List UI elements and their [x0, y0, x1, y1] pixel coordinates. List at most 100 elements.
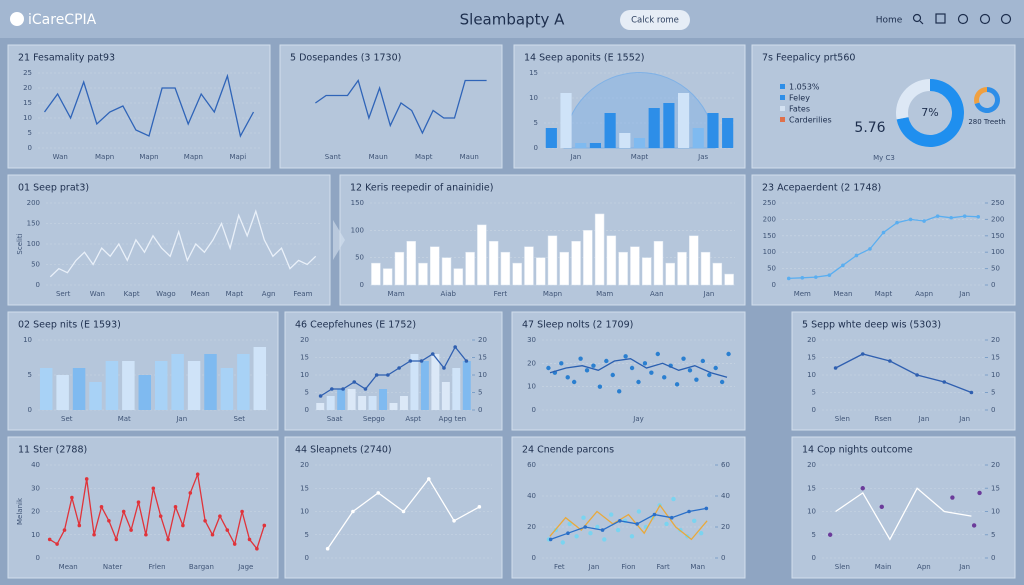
bar [583, 230, 593, 286]
button[interactable] [620, 10, 690, 30]
panel-bg [751, 174, 1016, 306]
point [62, 528, 67, 532]
nav-home[interactable]: Home [876, 16, 903, 26]
point [55, 542, 59, 546]
y2-tick-label: 20 [478, 336, 487, 344]
bar [653, 241, 664, 286]
bar [441, 382, 450, 410]
x-tick-label: Agn [262, 290, 276, 298]
bar [724, 273, 734, 286]
line [320, 345, 467, 397]
point [976, 214, 981, 219]
x-tick-label: Aan [650, 290, 664, 298]
y2-tick-label: 15 [991, 354, 1000, 362]
scatter-point [700, 358, 706, 364]
x-tick-label: Mapn [139, 153, 158, 161]
bar [677, 93, 690, 148]
y2-tick-label: 20 [721, 523, 730, 531]
y-tick-label: 10 [300, 508, 309, 516]
alert-icon[interactable] [957, 13, 969, 25]
bar [453, 268, 464, 286]
scatter-point [591, 363, 596, 368]
app-title: Sleambapty A [460, 11, 565, 29]
panel-bg [511, 436, 746, 579]
y-tick-label: 10 [527, 383, 536, 391]
point [210, 532, 215, 537]
y-tick-label: 20 [807, 461, 816, 469]
point [84, 477, 89, 481]
point [635, 522, 639, 526]
panel-bg [284, 436, 503, 579]
panel-title: 01 Seep prat3) [18, 183, 89, 194]
bar [700, 251, 711, 286]
scatter-point [879, 504, 884, 510]
bar [138, 375, 152, 410]
y-tick-label: 0 [305, 406, 309, 414]
point [151, 486, 156, 491]
scatter-point [649, 370, 654, 375]
scatter-point [565, 375, 570, 380]
user-icon[interactable] [979, 13, 991, 25]
scatter-point [950, 495, 955, 500]
y-tick-label: 15 [529, 69, 538, 77]
calendar-icon[interactable] [935, 13, 946, 24]
x-tick-label: Mapt [631, 153, 649, 161]
panel-title: 7s Feepalicy prt560 [762, 53, 855, 64]
y2-tick-label: 15 [991, 484, 1000, 492]
bar [237, 354, 250, 410]
button-label[interactable]: Calck rome [631, 16, 679, 26]
point [477, 505, 482, 509]
point [453, 345, 457, 349]
panel-title: 11 Ster (2788) [18, 445, 87, 456]
search-icon[interactable] [912, 13, 922, 23]
bar [559, 251, 569, 286]
panel: 14 Seep aponits (E 1552) 0 5 10 15 Jan Mapt Jas [513, 44, 746, 169]
y-tick-label: 40 [527, 492, 536, 500]
y-tick-label: 10 [807, 371, 816, 379]
x-tick-label: Saat [327, 415, 343, 423]
panel: 44 Sleapnets (2740) 0 5 10 15 20 [284, 436, 503, 579]
panel: 46 Ceepfehunes (E 1752) 0 5 10 15 20 0 5 10 15 20 S… [284, 311, 503, 431]
bar [606, 235, 617, 286]
x-tick-label: Mapt [415, 153, 433, 161]
y-tick-label: 100 [763, 248, 776, 256]
donut-slice [895, 78, 930, 120]
y-tick-label: 15 [300, 354, 309, 362]
y-tick-label: 50 [767, 265, 776, 273]
bar [39, 368, 53, 410]
bar [410, 354, 419, 410]
point [107, 519, 111, 523]
bar [379, 389, 388, 410]
bar [452, 368, 461, 410]
donut-center: 7% [921, 106, 938, 119]
panel: 12 Keris reepedir of anainidie) 0 50 100 150… [339, 174, 746, 306]
panel-bg [7, 174, 331, 306]
y-tick-label: 50 [31, 261, 40, 269]
scatter-point [655, 351, 660, 357]
panel: 5 Dosepandes (3 1730) Sant Maun Mapt Maun [279, 44, 503, 169]
scatter-point [671, 496, 676, 502]
panel-title: 5 Sepp whte deep wis (5303) [802, 320, 941, 331]
panel: 23 Acepaerdent (2 1748) 0 50 100 150 200 250 0 5… [751, 174, 1016, 306]
point [188, 491, 193, 495]
settings-icon[interactable] [1000, 13, 1012, 25]
logo-icon [10, 12, 24, 26]
x-tick-label: Wan [90, 290, 105, 298]
y2-tick-label: 10 [991, 508, 1000, 516]
y-tick-label: 15 [300, 484, 309, 492]
point [374, 373, 379, 377]
bar [382, 268, 393, 286]
x-tick-label: Maun [369, 153, 388, 161]
point [430, 352, 435, 356]
bar [430, 246, 440, 286]
point [166, 537, 170, 542]
y-tick-label: 20 [23, 84, 32, 92]
point [854, 253, 859, 258]
bar [547, 235, 558, 286]
bar [707, 113, 719, 148]
x-tick-label: Mapn [184, 153, 203, 161]
bar [571, 241, 581, 286]
point [158, 514, 163, 518]
panel-title: 23 Acepaerdent (2 1748) [762, 183, 881, 194]
